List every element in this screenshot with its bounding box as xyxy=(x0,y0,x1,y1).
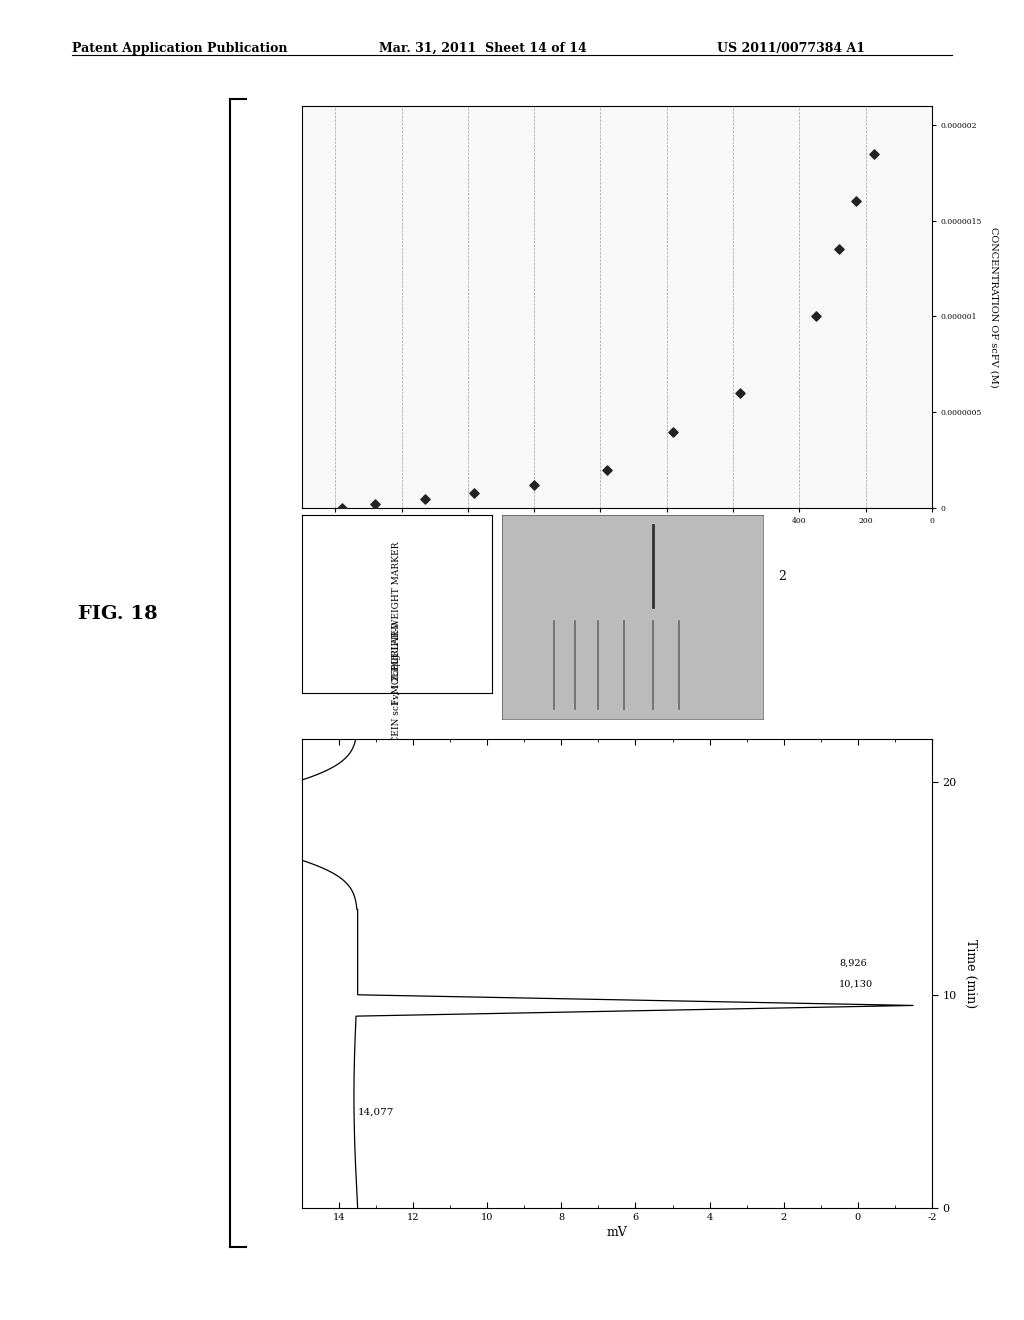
Point xyxy=(334,498,350,519)
Text: 1: MOLECULAR-WEIGHT MARKER: 1: MOLECULAR-WEIGHT MARKER xyxy=(392,541,401,705)
Point xyxy=(830,239,847,260)
Y-axis label: CONCENTRATION OF scFV (M): CONCENTRATION OF scFV (M) xyxy=(990,227,998,387)
Point xyxy=(526,475,543,496)
Text: ANTI-FLUORESCEIN scFv, 1.75 μg: ANTI-FLUORESCEIN scFv, 1.75 μg xyxy=(392,653,401,816)
Point xyxy=(466,482,482,503)
X-axis label: mV: mV xyxy=(606,1226,628,1239)
Text: 1: 1 xyxy=(778,453,786,466)
Point xyxy=(417,488,433,510)
Point xyxy=(808,306,824,327)
Text: 2: 2 xyxy=(778,570,786,583)
Text: 10,130: 10,130 xyxy=(840,979,873,989)
Point xyxy=(599,459,615,480)
Text: Patent Application Publication: Patent Application Publication xyxy=(72,42,287,55)
Point xyxy=(848,191,864,213)
Point xyxy=(865,143,882,164)
Text: US 2011/0077384 A1: US 2011/0077384 A1 xyxy=(717,42,865,55)
Text: 14,077: 14,077 xyxy=(357,1107,394,1117)
Point xyxy=(666,421,682,442)
Text: FIG. 18: FIG. 18 xyxy=(78,605,158,623)
Point xyxy=(731,383,748,404)
Point xyxy=(367,494,383,515)
Text: 8,926: 8,926 xyxy=(840,958,867,968)
Text: 2: PURIFIED: 2: PURIFIED xyxy=(392,622,401,681)
Text: Mar. 31, 2011  Sheet 14 of 14: Mar. 31, 2011 Sheet 14 of 14 xyxy=(379,42,587,55)
X-axis label: FLUORESCENT INTENSITY: FLUORESCENT INTENSITY xyxy=(546,529,688,539)
Y-axis label: Time (min): Time (min) xyxy=(965,939,977,1008)
